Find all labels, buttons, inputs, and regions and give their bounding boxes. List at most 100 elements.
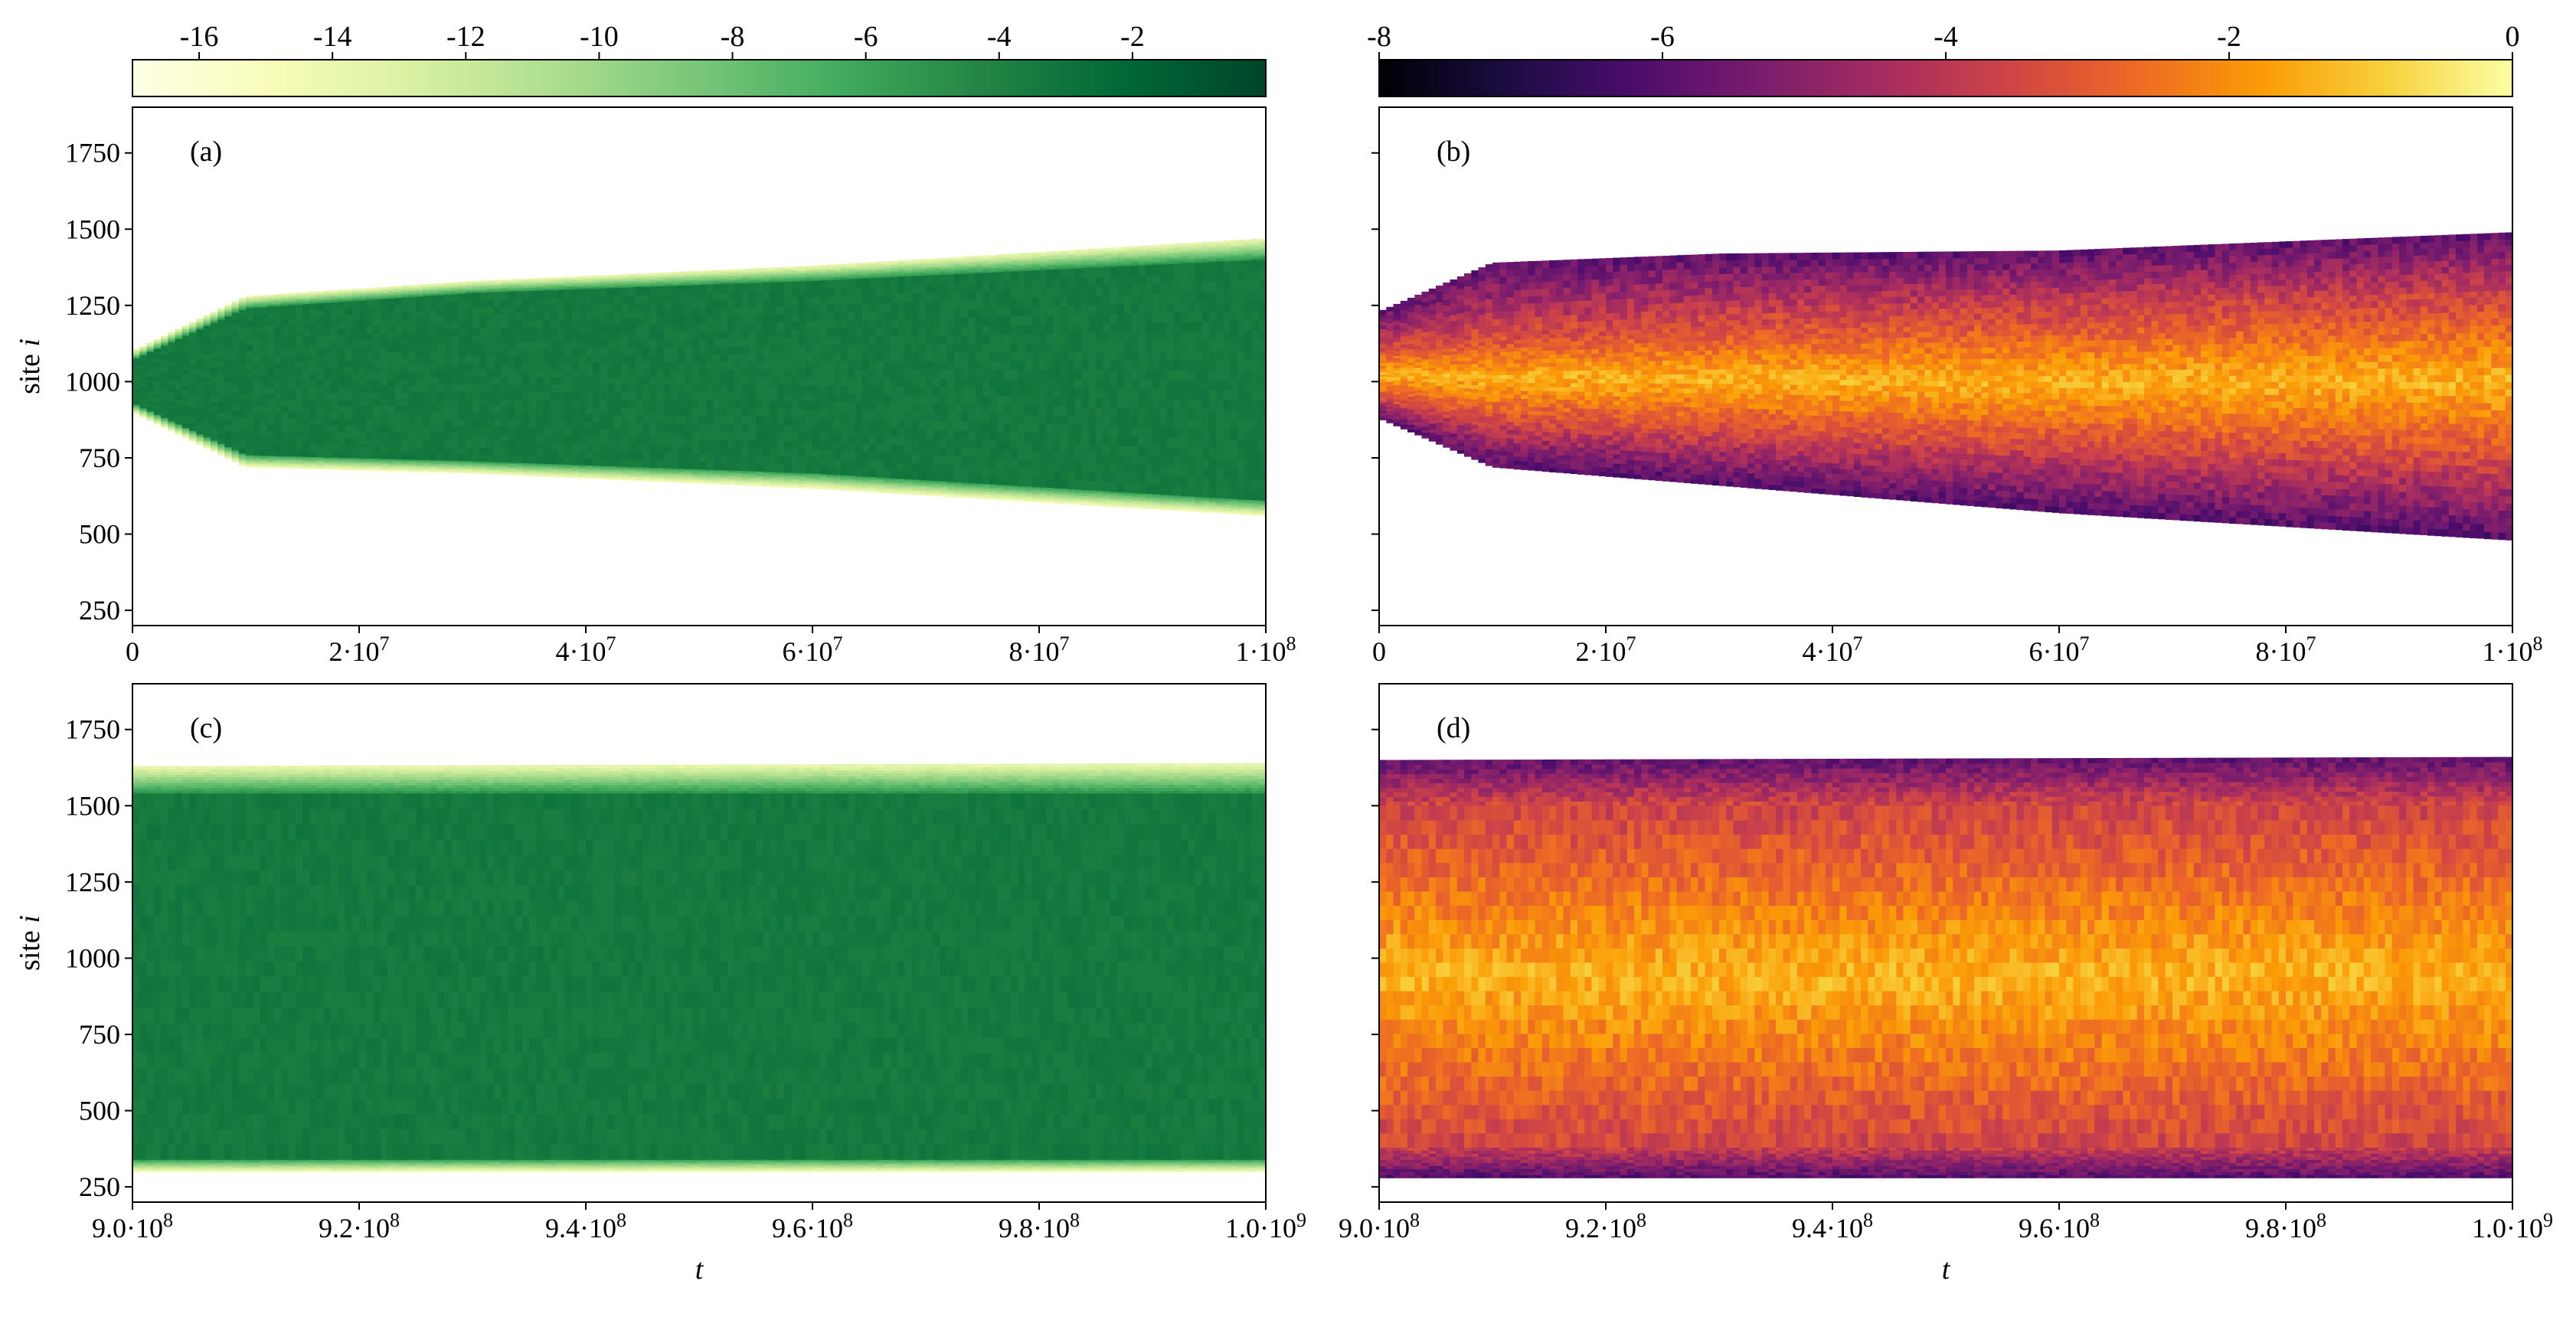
heatmap-cell [883, 377, 891, 387]
heatmap-cell [926, 485, 934, 487]
heatmap-cell [260, 461, 268, 463]
heatmap-cell [246, 304, 254, 306]
heatmap-cell [678, 309, 686, 317]
heatmap-cell [401, 469, 410, 472]
heatmap-cell [897, 276, 906, 286]
heatmap-cell [408, 289, 417, 291]
heatmap-cell [671, 346, 679, 355]
heatmap-cell [472, 390, 481, 399]
heatmap-cell [161, 338, 169, 341]
heatmap-cell [246, 308, 254, 315]
heatmap-cell [380, 412, 388, 420]
heatmap-cell [663, 339, 672, 348]
heatmap-cell [139, 414, 148, 417]
heatmap-cell [649, 459, 658, 468]
heatmap-cell [493, 283, 502, 286]
heatmap-cell [316, 302, 325, 304]
heatmap-cell [911, 264, 920, 267]
heatmap-cell [501, 362, 509, 371]
heatmap-cell [401, 418, 410, 426]
heatmap-cell [472, 463, 481, 466]
heatmap-cell [848, 263, 856, 266]
heatmap-cell [394, 412, 403, 420]
heatmap-cell [776, 289, 785, 299]
heatmap-cell [706, 438, 714, 447]
heatmap-cell [869, 328, 878, 337]
heatmap-cell [501, 468, 509, 470]
heatmap-cell [876, 402, 884, 411]
heatmap-cell [373, 332, 381, 340]
heatmap-cell [181, 335, 190, 341]
heatmap-cell [508, 471, 516, 473]
heatmap-cell [691, 482, 700, 484]
heatmap-cell [266, 418, 275, 425]
heatmap-cell [373, 425, 381, 433]
heatmap-cell [515, 355, 523, 364]
heatmap-cell [741, 423, 750, 433]
heatmap-cell [493, 419, 502, 427]
heatmap-cell [203, 319, 211, 322]
heatmap-cell [189, 410, 198, 415]
heatmap-cell [309, 399, 318, 407]
heatmap-cell [161, 425, 169, 427]
heatmap-cell [436, 289, 445, 291]
heatmap-cell [295, 467, 303, 469]
heatmap-cell [508, 348, 516, 357]
heatmap-cell [819, 337, 828, 346]
heatmap-cell [578, 428, 587, 436]
heatmap-cell [380, 461, 388, 463]
heatmap-cell [557, 442, 566, 450]
heatmap-cell [515, 283, 523, 286]
heatmap-cell [309, 459, 318, 461]
heatmap-cell [600, 399, 608, 407]
heatmap-cell [515, 377, 523, 385]
heatmap-cell [224, 376, 233, 382]
heatmap-cell [345, 300, 353, 302]
heatmap-cell [373, 438, 381, 446]
heatmap-cell [890, 427, 898, 437]
heatmap-cell [586, 332, 594, 341]
heatmap-cell [288, 459, 296, 462]
heatmap-cell [408, 384, 417, 393]
heatmap-cell [876, 486, 884, 489]
heatmap-cell [798, 272, 806, 275]
heatmap-cell [678, 430, 686, 439]
heatmap-cell [770, 456, 778, 465]
heatmap-cell [260, 302, 268, 305]
heatmap-cell [380, 469, 388, 472]
heatmap-cell [883, 266, 891, 269]
heatmap-cell [430, 371, 438, 378]
heatmap-cell [351, 425, 360, 433]
heatmap-cell [685, 477, 693, 479]
heatmap-cell [911, 485, 920, 488]
heatmap-cell [614, 377, 623, 385]
heatmap-cell [217, 312, 226, 314]
heatmap-cell [288, 302, 296, 305]
heatmap-cell [373, 297, 381, 299]
heatmap-cell [656, 474, 665, 477]
heatmap-cell [720, 392, 728, 401]
heatmap-cell [606, 286, 615, 289]
heatmap-cell [529, 472, 538, 474]
heatmap-cell [436, 453, 445, 461]
heatmap-cell [543, 285, 551, 287]
heatmap-cell [323, 348, 332, 355]
heatmap-cell [805, 433, 813, 442]
heatmap-cell [869, 369, 878, 378]
heatmap-cell [203, 438, 211, 440]
heatmap-cell [472, 314, 481, 322]
heatmap-cell [246, 297, 254, 299]
heatmap-cell [536, 305, 544, 313]
heatmap-cell [663, 283, 672, 286]
heatmap-cell [826, 377, 835, 386]
heatmap-cell [351, 366, 360, 374]
heatmap-cell [146, 359, 155, 363]
heatmap-cell [295, 437, 303, 444]
heatmap-cell [515, 281, 523, 283]
heatmap-cell [408, 295, 417, 297]
heatmap-cell [373, 298, 381, 300]
heatmap-cell [416, 464, 424, 466]
heatmap-cell [281, 458, 289, 460]
heatmap-cell [869, 273, 878, 276]
